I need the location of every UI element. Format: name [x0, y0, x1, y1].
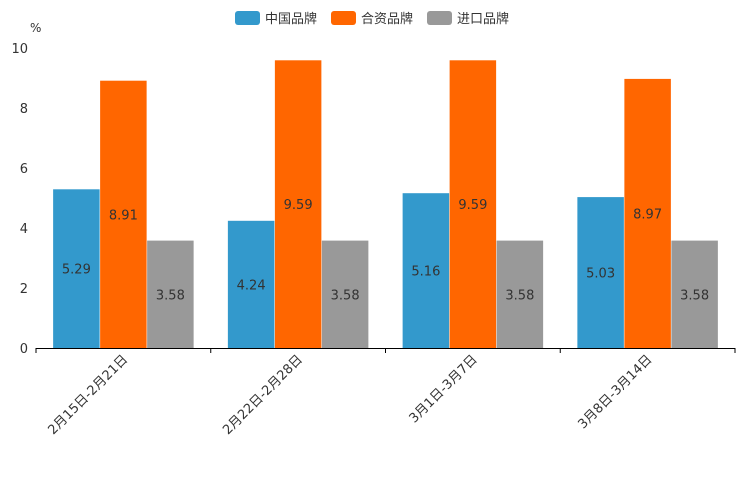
- y-tick-label-0: 0: [20, 342, 28, 357]
- legend-label-imported-brand: 进口品牌: [457, 12, 510, 27]
- x-category-label-3: 3月8日-3月14日: [576, 352, 656, 432]
- data-label-s1-c0: 8.91: [109, 208, 138, 223]
- data-label-s2-c3: 3.58: [680, 288, 709, 303]
- bar-s2-c1: [321, 240, 369, 348]
- x-category-label-0: 2月15日-2月21日: [45, 352, 131, 438]
- bar-s2-c2: [496, 240, 544, 348]
- data-label-s2-c1: 3.58: [331, 288, 360, 303]
- y-tick-label-2: 4: [20, 222, 28, 237]
- bar-s1-c1: [274, 60, 322, 349]
- y-tick-label-3: 6: [20, 162, 28, 177]
- bar-s0-c1: [227, 220, 275, 348]
- data-label-s1-c3: 8.97: [633, 207, 662, 222]
- bar-s1-c3: [624, 78, 671, 349]
- legend-swatch-joint-venture-brand: [330, 10, 356, 25]
- legend-item-joint-venture-brand[interactable]: 合资品牌: [330, 8, 413, 27]
- data-label-s1-c1: 9.59: [284, 198, 313, 213]
- bar-s2-c0: [147, 240, 194, 348]
- bar-s2-c3: [671, 240, 718, 348]
- data-label-s0-c3: 5.03: [586, 267, 615, 282]
- x-category-label-2: 3月1日-3月7日: [407, 352, 481, 426]
- y-tick-label-5: 10: [11, 42, 28, 57]
- bar-s0-c3: [577, 197, 624, 348]
- bar-s0-c2: [402, 193, 450, 348]
- legend: 中国品牌 合资品牌 进口品牌: [0, 8, 744, 27]
- y-axis-unit: %: [30, 21, 42, 35]
- bar-s1-c0: [100, 80, 147, 348]
- legend-label-joint-venture-brand: 合资品牌: [360, 12, 413, 27]
- legend-item-imported-brand[interactable]: 进口品牌: [427, 8, 509, 27]
- y-tick-label-4: 8: [20, 102, 28, 117]
- data-label-s0-c2: 5.16: [411, 265, 440, 280]
- legend-swatch-imported-brand: [427, 10, 452, 25]
- y-tick-label-1: 2: [20, 282, 28, 297]
- data-label-s2-c2: 3.58: [505, 288, 534, 303]
- legend-label-china-brand: 中国品牌: [264, 12, 317, 27]
- x-category-label-1: 2月22日-2月28日: [220, 352, 306, 438]
- data-label-s2-c0: 3.58: [156, 288, 185, 303]
- data-label-s0-c1: 4.24: [237, 278, 266, 293]
- bar-s1-c2: [449, 60, 497, 349]
- bar-s0-c0: [53, 189, 100, 348]
- legend-item-china-brand[interactable]: 中国品牌: [234, 8, 317, 27]
- data-label-s0-c0: 5.29: [62, 263, 91, 278]
- data-label-s1-c2: 9.59: [458, 198, 487, 213]
- legend-swatch-china-brand: [234, 10, 260, 25]
